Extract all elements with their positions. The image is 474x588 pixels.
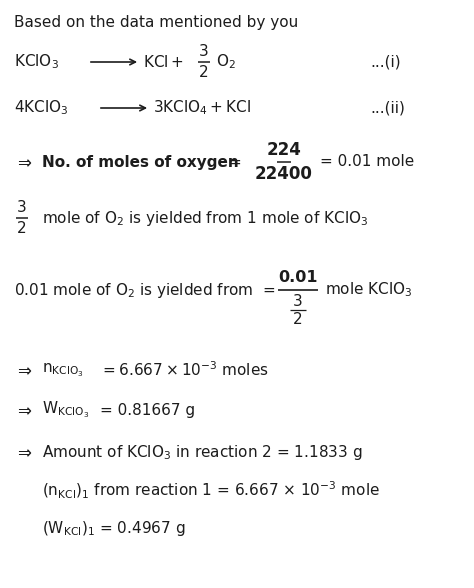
Text: $\mathrm{(W_{KCl})_1}$ = 0.4967 g: $\mathrm{(W_{KCl})_1}$ = 0.4967 g (42, 519, 185, 537)
Text: ...(i): ...(i) (370, 55, 401, 69)
Text: $\mathrm{KCl +}$: $\mathrm{KCl +}$ (143, 54, 184, 70)
Text: $\mathrm{(n_{KCl})_1}$ from reaction 1 = 6.667 $\times$ $10^{-3}$ mole: $\mathrm{(n_{KCl})_1}$ from reaction 1 =… (42, 479, 380, 500)
Text: Amount of $\mathrm{KClO_3}$ in reaction 2 = 1.1833 g: Amount of $\mathrm{KClO_3}$ in reaction … (42, 443, 363, 462)
Text: 2: 2 (17, 221, 27, 236)
Text: $\Rightarrow$: $\Rightarrow$ (14, 443, 32, 461)
Text: ...(ii): ...(ii) (370, 101, 405, 115)
Text: 2: 2 (199, 65, 209, 80)
Text: mole $\mathrm{KClO_3}$: mole $\mathrm{KClO_3}$ (325, 280, 412, 299)
Text: $\Rightarrow$: $\Rightarrow$ (14, 153, 32, 171)
Text: =: = (228, 155, 241, 169)
Text: $\mathregular{W}_{\mathregular{KClO_3}}$: $\mathregular{W}_{\mathregular{KClO_3}}$ (42, 400, 89, 420)
Text: 22400: 22400 (255, 165, 313, 183)
Text: 3: 3 (17, 200, 27, 215)
Text: 2: 2 (293, 312, 303, 328)
Text: 224: 224 (266, 141, 301, 159)
Text: = 0.81667 g: = 0.81667 g (100, 403, 195, 417)
Text: $\mathrm{4KClO_3}$: $\mathrm{4KClO_3}$ (14, 99, 69, 118)
Text: $= 6.667 \times 10^{-3}$ moles: $= 6.667 \times 10^{-3}$ moles (100, 360, 269, 379)
Text: 0.01 mole of $\mathrm{O_2}$ is yielded from  =: 0.01 mole of $\mathrm{O_2}$ is yielded f… (14, 280, 275, 299)
Text: 3: 3 (199, 44, 209, 59)
Text: $\mathregular{n}_{\mathregular{KClO_3}}$: $\mathregular{n}_{\mathregular{KClO_3}}$ (42, 361, 84, 379)
Text: $\mathrm{3KClO_4 + KCl}$: $\mathrm{3KClO_4 + KCl}$ (153, 99, 251, 118)
Text: $\Rightarrow$: $\Rightarrow$ (14, 401, 32, 419)
Text: No. of moles of oxygen: No. of moles of oxygen (42, 155, 239, 169)
Text: $\mathrm{O_2}$: $\mathrm{O_2}$ (216, 53, 236, 71)
Text: = 0.01 mole: = 0.01 mole (320, 155, 414, 169)
Text: 3: 3 (293, 293, 303, 309)
Text: Based on the data mentioned by you: Based on the data mentioned by you (14, 15, 298, 29)
Text: 0.01: 0.01 (278, 269, 318, 285)
Text: mole of $\mathrm{O_2}$ is yielded from 1 mole of $\mathrm{KClO_3}$: mole of $\mathrm{O_2}$ is yielded from 1… (42, 209, 368, 228)
Text: $\mathrm{KClO_3}$: $\mathrm{KClO_3}$ (14, 53, 59, 71)
Text: $\Rightarrow$: $\Rightarrow$ (14, 361, 32, 379)
